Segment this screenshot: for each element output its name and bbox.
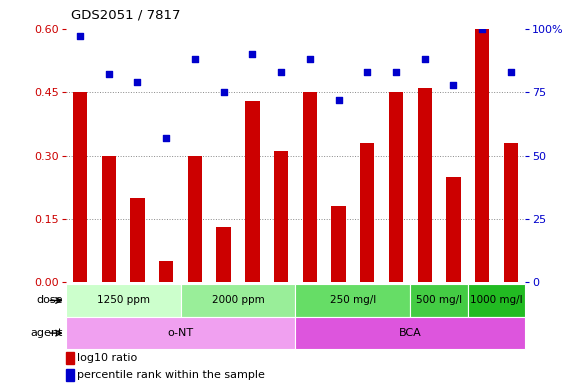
Point <box>506 69 516 75</box>
Text: 2000 ppm: 2000 ppm <box>212 295 264 306</box>
Bar <box>245 101 260 282</box>
Text: 500 mg/l: 500 mg/l <box>416 295 462 306</box>
Point <box>190 56 199 62</box>
Bar <box>417 88 432 282</box>
Bar <box>180 284 296 317</box>
Text: agent: agent <box>30 328 63 338</box>
Point <box>133 79 142 85</box>
Point <box>363 69 372 75</box>
Bar <box>66 352 74 364</box>
Bar <box>296 317 525 349</box>
Bar <box>216 227 231 282</box>
Bar <box>73 92 87 282</box>
Point <box>248 51 257 57</box>
Bar <box>66 317 296 349</box>
Point <box>478 26 487 32</box>
Text: log10 ratio: log10 ratio <box>77 353 138 363</box>
Bar <box>130 198 144 282</box>
Text: o-NT: o-NT <box>167 328 194 338</box>
Text: 1000 mg/l: 1000 mg/l <box>471 295 523 306</box>
Text: BCA: BCA <box>399 328 422 338</box>
Bar <box>303 92 317 282</box>
Bar <box>468 284 525 317</box>
Point <box>449 81 458 88</box>
Point <box>104 71 113 78</box>
Bar <box>504 143 518 282</box>
Bar <box>66 369 74 381</box>
Text: 250 mg/l: 250 mg/l <box>330 295 376 306</box>
Text: GDS2051 / 7817: GDS2051 / 7817 <box>71 8 181 21</box>
Point <box>392 69 401 75</box>
Point <box>75 33 85 40</box>
Point <box>162 135 171 141</box>
Text: dose: dose <box>37 295 63 306</box>
Point <box>276 69 286 75</box>
Point <box>420 56 429 62</box>
Bar <box>360 143 375 282</box>
Point <box>334 97 343 103</box>
Text: 1250 ppm: 1250 ppm <box>96 295 150 306</box>
Bar <box>475 29 489 282</box>
Bar <box>389 92 403 282</box>
Bar <box>447 177 461 282</box>
Text: percentile rank within the sample: percentile rank within the sample <box>77 370 265 381</box>
Bar <box>274 151 288 282</box>
Bar <box>411 284 468 317</box>
Point <box>219 89 228 95</box>
Bar <box>102 156 116 282</box>
Bar <box>188 156 202 282</box>
Bar <box>66 284 180 317</box>
Bar <box>296 284 411 317</box>
Bar <box>331 206 346 282</box>
Bar <box>159 261 174 282</box>
Point <box>305 56 315 62</box>
